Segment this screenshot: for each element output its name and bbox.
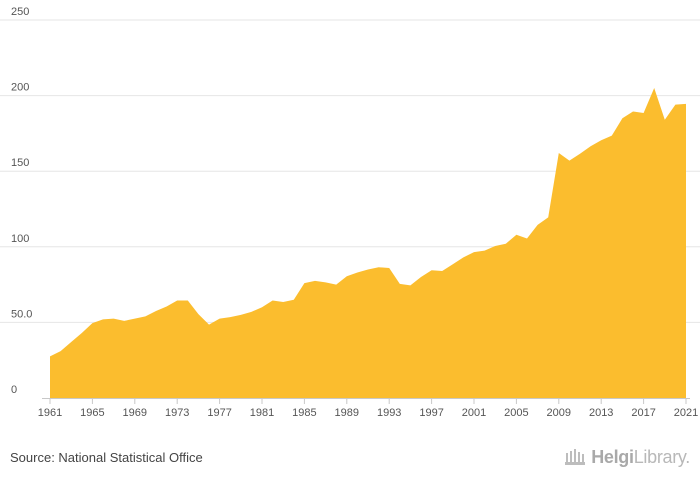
y-tick-label: 200 bbox=[11, 82, 29, 94]
brand-name-light: Library. bbox=[633, 446, 691, 467]
y-tick-label: 100 bbox=[11, 233, 29, 245]
x-tick-label: 1961 bbox=[38, 407, 62, 419]
brand-logo[interactable]: HelgiLibrary. bbox=[563, 446, 690, 468]
brand-name-strong: Helgi bbox=[591, 446, 634, 467]
x-tick-label: 1977 bbox=[207, 407, 231, 419]
x-tick-label: 2013 bbox=[589, 407, 613, 419]
x-tick-label: 2017 bbox=[631, 407, 655, 419]
x-tick-label: 1989 bbox=[335, 407, 359, 419]
x-tick-label: 2021 bbox=[674, 407, 698, 419]
library-icon bbox=[565, 449, 586, 465]
x-tick-label: 2009 bbox=[547, 407, 571, 419]
chart-footer: Source: National Statistical Office Helg… bbox=[0, 440, 700, 483]
area-chart: 0 50.0 100 150 200 250 1961 1965 1969 1973 1977 198… bbox=[0, 6, 700, 419]
y-tick-label: 50.0 bbox=[11, 308, 32, 320]
x-tick-label: 1997 bbox=[419, 407, 443, 419]
chart-canvas: 0 50.0 100 150 200 250 1961 1965 1969 1973 1977 198… bbox=[0, 6, 700, 419]
y-tick-label: 0 bbox=[11, 384, 17, 396]
x-tick-label: 1965 bbox=[80, 407, 104, 419]
x-tick-label: 2001 bbox=[462, 407, 486, 419]
y-tick-label: 250 bbox=[11, 6, 29, 18]
x-tick-label: 1993 bbox=[377, 407, 401, 419]
source-label: Source: National Statistical Office bbox=[10, 450, 203, 465]
x-tick-label: 1981 bbox=[250, 407, 274, 419]
x-tick-label: 1985 bbox=[292, 407, 316, 419]
brand-name: HelgiLibrary. bbox=[591, 447, 690, 468]
x-tick-label: 1969 bbox=[123, 407, 147, 419]
y-tick-label: 150 bbox=[11, 157, 29, 169]
x-tick-label: 2005 bbox=[504, 407, 528, 419]
series-area bbox=[50, 88, 686, 398]
x-tick-label: 1973 bbox=[165, 407, 189, 419]
